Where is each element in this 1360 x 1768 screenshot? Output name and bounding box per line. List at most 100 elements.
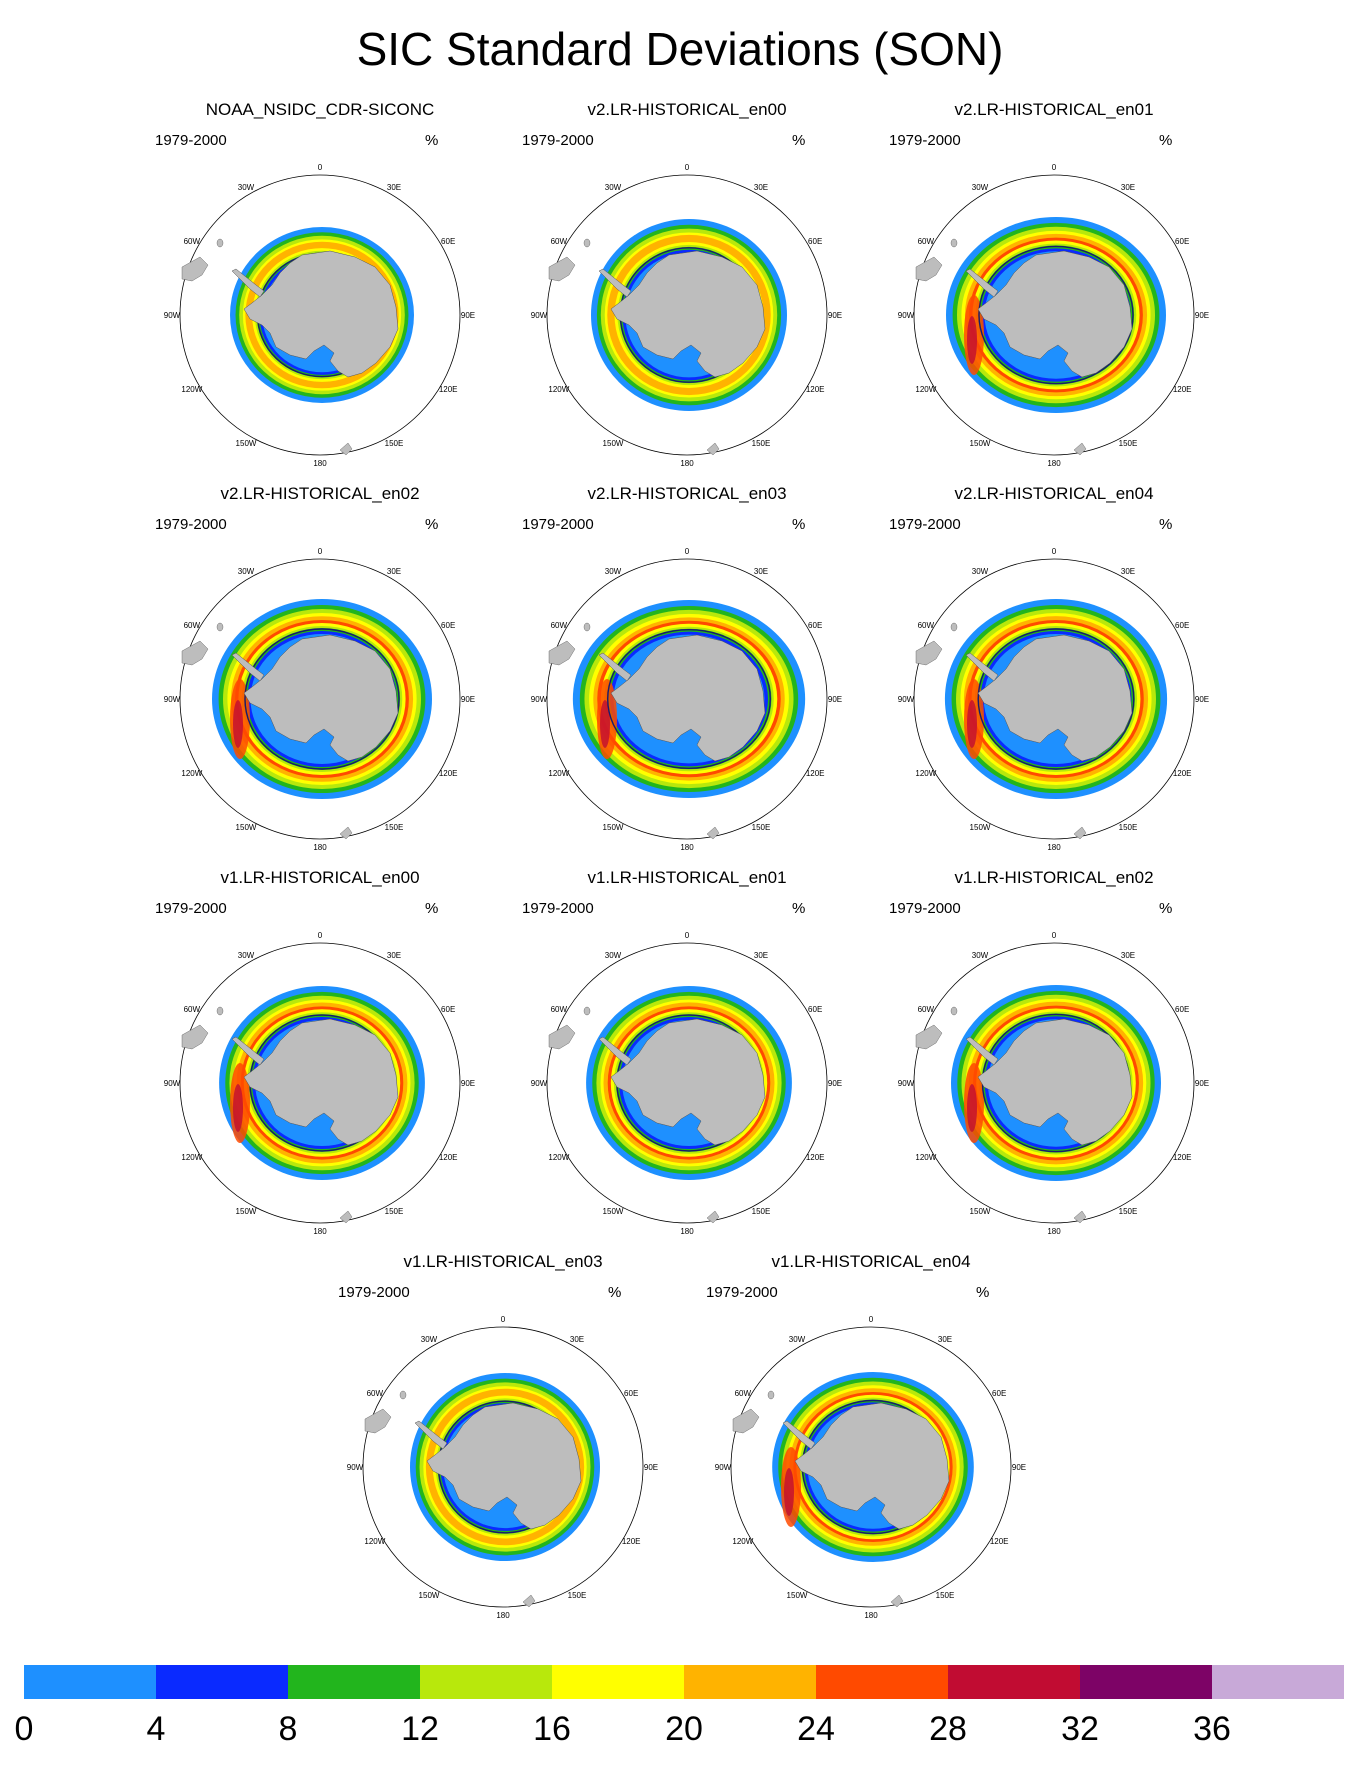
longitude-label: 120W	[915, 385, 936, 394]
longitude-label: 150W	[603, 1207, 624, 1216]
longitude-label: 60W	[918, 237, 935, 246]
antarctic-peninsula-land	[231, 652, 265, 682]
longitude-label: 90E	[644, 1463, 658, 1472]
new-zealand-land	[706, 442, 720, 456]
longitude-label: 30W	[789, 1335, 806, 1344]
longitude-label: 180	[864, 1611, 878, 1620]
island-land	[950, 238, 958, 248]
island-land	[583, 238, 591, 248]
panel-unit: %	[792, 132, 806, 149]
figure-title: SIC Standard Deviations (SON)	[356, 23, 1004, 75]
longitude-label: 30E	[938, 1335, 952, 1344]
panel-title: v2.LR-HISTORICAL_en04	[954, 484, 1154, 503]
longitude-label: 60W	[918, 621, 935, 630]
new-zealand-land	[1073, 826, 1087, 840]
panel-title: v2.LR-HISTORICAL_en02	[220, 484, 420, 503]
longitude-label: 120E	[1173, 385, 1192, 394]
colorbar-tick-label: 8	[278, 1710, 298, 1748]
polar-map: 0 30E 60E 90E 120E 150E 180 150W 120W 90W 60W 30W	[164, 547, 475, 852]
longitude-label: 30E	[1121, 567, 1135, 576]
map-panel: v2.LR-HISTORICAL_en04 1979-2000% 0 30E 60E 90…	[869, 484, 1239, 854]
map-panel: v1.LR-HISTORICAL_en03 1979-2000% 0 30E 60E 90…	[318, 1252, 688, 1622]
colorbar-tick-label: 32	[1061, 1710, 1099, 1748]
panel-unit: %	[976, 1284, 990, 1301]
longitude-label: 180	[680, 1227, 694, 1236]
longitude-label: 0	[318, 547, 323, 556]
new-zealand-land	[706, 1210, 720, 1224]
ice-contour	[244, 628, 400, 770]
longitude-label: 60E	[1175, 237, 1189, 246]
longitude-label: 60E	[624, 1389, 638, 1398]
longitude-label: 120E	[1173, 1153, 1192, 1162]
longitude-label: 90W	[164, 695, 181, 704]
longitude-label: 30E	[754, 567, 768, 576]
panel-period: 1979-2000	[706, 1284, 778, 1301]
longitude-label: 90W	[898, 695, 915, 704]
south-america-land	[548, 256, 576, 282]
longitude-label: 150E	[1119, 1207, 1138, 1216]
island-land	[216, 1006, 224, 1016]
longitude-label: 120W	[548, 385, 569, 394]
new-zealand-land	[1073, 1210, 1087, 1224]
panel-title: v1.LR-HISTORICAL_en04	[771, 1252, 971, 1271]
longitude-label: 180	[1047, 843, 1061, 852]
map-panel: v2.LR-HISTORICAL_en02 1979-2000% 0 30E 60E 90…	[135, 484, 505, 854]
south-america-land	[915, 256, 943, 282]
longitude-label: 150W	[970, 1207, 991, 1216]
longitude-label: 120W	[181, 769, 202, 778]
longitude-label: 120W	[915, 1153, 936, 1162]
longitude-label: 150W	[236, 1207, 257, 1216]
polar-map: 0 30E 60E 90E 120E 150E 180 150W 120W 90W 60W 30W	[898, 163, 1209, 468]
longitude-label: 0	[685, 163, 690, 172]
longitude-label: 180	[313, 843, 327, 852]
longitude-label: 150E	[385, 439, 404, 448]
antarctica-land	[610, 250, 766, 378]
colorbar-segment	[816, 1665, 948, 1699]
panel-title: v2.LR-HISTORICAL_en01	[954, 100, 1154, 119]
antarctica-land	[977, 634, 1133, 762]
longitude-label: 120E	[622, 1537, 641, 1546]
longitude-label: 60E	[441, 1005, 455, 1014]
south-america-land	[181, 1024, 209, 1050]
colorbar-labels: 0 4 8 12 16 20 24 28 32 36	[15, 1710, 1344, 1750]
longitude-label: 120E	[806, 769, 825, 778]
south-america-land	[364, 1408, 392, 1434]
longitude-label: 150E	[385, 1207, 404, 1216]
longitude-label: 90W	[531, 695, 548, 704]
south-america-land	[548, 1024, 576, 1050]
island-land	[216, 238, 224, 248]
high-sd-patch	[233, 1084, 243, 1132]
longitude-label: 150W	[419, 1591, 440, 1600]
antarctica-land	[977, 1018, 1133, 1146]
longitude-label: 0	[1052, 163, 1057, 172]
longitude-label: 150E	[752, 439, 771, 448]
longitude-label: 150W	[970, 439, 991, 448]
panel-period: 1979-2000	[155, 516, 227, 533]
longitude-label: 120W	[548, 1153, 569, 1162]
longitude-label: 60E	[441, 237, 455, 246]
longitude-label: 180	[496, 1611, 510, 1620]
polar-map: 0 30E 60E 90E 120E 150E 180 150W 120W 90W 60W 30W	[531, 547, 842, 852]
longitude-label: 30W	[238, 183, 255, 192]
high-sd-patch	[967, 700, 977, 748]
map-panel: NOAA_NSIDC_CDR-SICONC 1979-2000% 0 30E 60E 90…	[135, 100, 505, 470]
polar-map: 0 30E 60E 90E 120E 150E 180 150W 120W 90W 60W 30W	[164, 931, 475, 1236]
panel-unit: %	[1159, 516, 1173, 533]
longitude-label: 150W	[236, 823, 257, 832]
panel-unit: %	[1159, 900, 1173, 917]
colorbar-tick-label: 0	[14, 1710, 34, 1748]
longitude-label: 30W	[238, 567, 255, 576]
panel-title: v1.LR-HISTORICAL_en02	[954, 868, 1154, 887]
longitude-label: 30W	[972, 567, 989, 576]
longitude-label: 180	[313, 459, 327, 468]
colorbar-tick-label: 16	[533, 1710, 571, 1748]
map-panel: v1.LR-HISTORICAL_en01 1979-2000% 0 30E 60E 90…	[502, 868, 872, 1238]
longitude-label: 120E	[806, 1153, 825, 1162]
polar-map: 0 30E 60E 90E 120E 150E 180 150W 120W 90W 60W 30W	[531, 931, 842, 1236]
longitude-label: 60W	[735, 1389, 752, 1398]
new-zealand-land	[522, 1594, 536, 1608]
panel-unit: %	[425, 900, 439, 917]
panel-period: 1979-2000	[338, 1284, 410, 1301]
high-sd-patch	[967, 316, 977, 364]
longitude-label: 60W	[184, 237, 201, 246]
